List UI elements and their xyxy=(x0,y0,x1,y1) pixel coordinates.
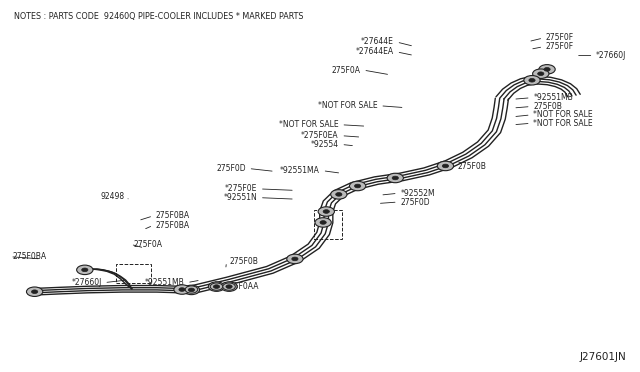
Circle shape xyxy=(336,193,342,196)
Circle shape xyxy=(209,282,225,291)
Text: 275F0A: 275F0A xyxy=(332,65,361,74)
Text: 275F0BA: 275F0BA xyxy=(13,252,47,261)
Text: *NOT FOR SALE: *NOT FOR SALE xyxy=(533,110,593,119)
Circle shape xyxy=(349,181,366,191)
Circle shape xyxy=(331,190,347,199)
Circle shape xyxy=(185,286,198,293)
Circle shape xyxy=(442,164,449,168)
Text: 275F0B: 275F0B xyxy=(533,102,562,111)
Circle shape xyxy=(315,218,332,227)
Circle shape xyxy=(437,161,454,171)
Text: 275F0B: 275F0B xyxy=(458,162,487,171)
Circle shape xyxy=(287,254,303,264)
Circle shape xyxy=(524,76,540,85)
Circle shape xyxy=(323,210,330,214)
Text: 275F0B: 275F0B xyxy=(229,257,258,266)
Circle shape xyxy=(210,283,223,290)
Circle shape xyxy=(539,65,556,74)
Circle shape xyxy=(292,257,298,261)
Text: *275F0EA: *275F0EA xyxy=(301,131,339,140)
Text: NOTES : PARTS CODE  92460Q PIPE-COOLER INCLUDES * MARKED PARTS: NOTES : PARTS CODE 92460Q PIPE-COOLER IN… xyxy=(14,12,303,21)
Text: *92554: *92554 xyxy=(310,140,339,149)
Circle shape xyxy=(174,285,190,294)
Text: *92551N: *92551N xyxy=(223,193,257,202)
Circle shape xyxy=(31,290,38,294)
Text: J27601JN: J27601JN xyxy=(579,352,626,362)
Circle shape xyxy=(226,285,232,288)
Text: 275F0D: 275F0D xyxy=(400,198,430,206)
Text: *92551MB: *92551MB xyxy=(533,93,573,102)
Circle shape xyxy=(26,287,43,296)
Text: 275F0F: 275F0F xyxy=(546,33,574,42)
Circle shape xyxy=(532,69,549,78)
Text: 275F0BA: 275F0BA xyxy=(156,211,190,220)
Circle shape xyxy=(320,221,326,224)
Circle shape xyxy=(355,184,361,188)
Circle shape xyxy=(387,173,403,183)
Circle shape xyxy=(538,72,544,76)
Text: 275F0F: 275F0F xyxy=(546,42,574,51)
Circle shape xyxy=(183,285,200,295)
Text: 275F0D: 275F0D xyxy=(216,164,246,173)
Text: *27660J: *27660J xyxy=(71,278,102,287)
Text: 275F0BA: 275F0BA xyxy=(156,221,190,230)
Bar xyxy=(314,210,342,239)
Text: *NOT FOR SALE: *NOT FOR SALE xyxy=(533,119,593,128)
Circle shape xyxy=(221,282,237,291)
Text: *92552M: *92552M xyxy=(400,189,435,198)
Text: 275F0A: 275F0A xyxy=(133,240,162,249)
Circle shape xyxy=(544,68,550,71)
Text: *NOT FOR SALE: *NOT FOR SALE xyxy=(318,101,378,110)
Text: *27644E: *27644E xyxy=(361,38,394,46)
Text: *27644EA: *27644EA xyxy=(356,47,394,56)
Circle shape xyxy=(82,268,88,272)
Text: 275F0AA: 275F0AA xyxy=(225,282,259,291)
Circle shape xyxy=(392,176,399,180)
Bar xyxy=(116,264,150,283)
Circle shape xyxy=(223,283,236,290)
Circle shape xyxy=(179,288,185,291)
Text: 92498: 92498 xyxy=(100,192,124,201)
Text: *NOT FOR SALE: *NOT FOR SALE xyxy=(279,120,339,129)
Circle shape xyxy=(188,288,195,292)
Text: *275F0E: *275F0E xyxy=(225,185,257,193)
Text: *27660J: *27660J xyxy=(596,51,627,60)
Text: *92551MA: *92551MA xyxy=(280,166,320,175)
Text: *92551MB: *92551MB xyxy=(145,278,184,287)
Circle shape xyxy=(77,265,93,275)
Circle shape xyxy=(318,207,335,216)
Circle shape xyxy=(213,285,220,288)
Circle shape xyxy=(529,78,535,82)
